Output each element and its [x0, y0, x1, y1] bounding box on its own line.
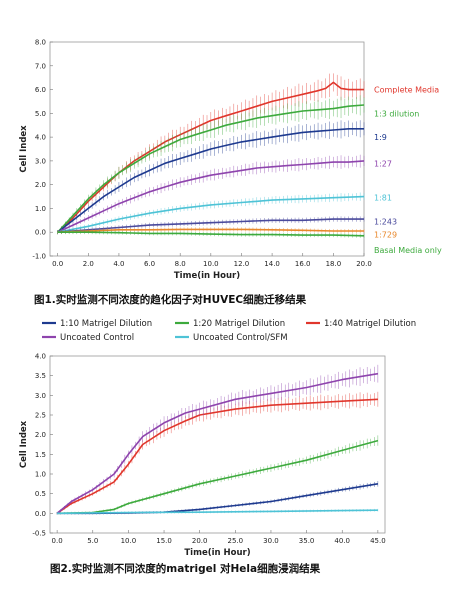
- series-line: [56, 398, 378, 514]
- y-axis-label: Cell Index: [19, 420, 29, 468]
- series-line: [57, 439, 379, 515]
- series-1: [57, 95, 365, 235]
- series-end-label: 1:243: [374, 218, 397, 227]
- y-tick-label: 0.5: [35, 490, 46, 498]
- series-end-label: 1:81: [374, 194, 392, 203]
- series-line: [57, 228, 364, 233]
- y-tick-label: 0.0: [35, 229, 46, 237]
- series-line: [57, 128, 364, 233]
- y-tick-label: 6.0: [35, 86, 46, 94]
- y-tick-label: 3.0: [35, 392, 46, 400]
- x-tick-label: 30.0: [263, 537, 279, 545]
- y-tick-label: 7.0: [35, 62, 46, 70]
- x-tick-label: 20.0: [356, 260, 372, 268]
- x-tick-label: 0.0: [52, 537, 63, 545]
- series-line: [56, 372, 379, 514]
- x-tick-label: 15.0: [156, 537, 172, 545]
- y-tick-label: 0.0: [35, 510, 46, 518]
- series-end-label: 1:3 dilution: [374, 109, 419, 118]
- series-4: [57, 192, 365, 235]
- x-tick-label: 25.0: [228, 537, 244, 545]
- legend-label: 1:10 Matrigel Dilution: [60, 319, 152, 329]
- y-tick-label: 3.5: [35, 372, 46, 380]
- x-tick-label: 12.0: [234, 260, 250, 268]
- x-tick-label: 14.0: [264, 260, 280, 268]
- x-axis-label: Time(in Hour): [174, 271, 240, 281]
- y-tick-label: 8.0: [35, 39, 46, 47]
- y-tick-label: 1.5: [35, 451, 46, 459]
- x-tick-label: 10.0: [203, 260, 219, 268]
- series-4: [56, 508, 379, 515]
- y-tick-label: -0.5: [32, 530, 46, 538]
- x-tick-label: 2.0: [83, 260, 94, 268]
- y-tick-label: -1.0: [32, 253, 46, 261]
- series-3: [56, 364, 379, 515]
- legend-label: 1:20 Matrigel Dilution: [193, 319, 285, 329]
- x-tick-label: 8.0: [175, 260, 186, 268]
- x-tick-label: 5.0: [87, 537, 98, 545]
- legend-item: 1:10 Matrigel Dilution: [42, 319, 152, 329]
- y-tick-label: 3.0: [35, 157, 46, 165]
- y-tick-label: 2.0: [35, 431, 46, 439]
- series-end-label: Basal Media only: [374, 246, 442, 255]
- series-7: [57, 230, 365, 238]
- x-tick-label: 40.0: [334, 537, 350, 545]
- legend-item: Uncoated Control: [42, 333, 134, 343]
- x-tick-label: 4.0: [113, 260, 124, 268]
- series-line: [57, 160, 365, 233]
- legend-label: 1:40 Matrigel Dilution: [324, 319, 416, 329]
- y-tick-label: 2.5: [35, 412, 46, 420]
- x-tick-label: 35.0: [299, 537, 315, 545]
- series-line: [57, 195, 365, 233]
- y-axis-label: Cell Index: [19, 125, 29, 173]
- series-2: [57, 120, 365, 235]
- y-tick-label: 1.0: [35, 205, 46, 213]
- series-line: [57, 509, 378, 515]
- series-end-label: 1:729: [374, 231, 397, 240]
- y-tick-label: 4.0: [35, 353, 46, 361]
- x-tick-label: 16.0: [295, 260, 311, 268]
- y-tick-label: 5.0: [35, 110, 46, 118]
- legend-label: Uncoated Control: [60, 333, 134, 343]
- x-tick-label: 10.0: [121, 537, 137, 545]
- series-end-label: 1:9: [374, 133, 387, 142]
- chart-1: -1.0 0.0 1.0 2.0 3.0 4.0 5.0 6.0 7.0 8.0 0.0 2.0 4.0…: [19, 39, 442, 282]
- x-tick-label: 18.0: [326, 260, 342, 268]
- chart-2-caption: 图2.实时监测不同浓度的matrigel 对Hela细胞浸润结果: [50, 562, 321, 575]
- x-axis-label: Time(in Hour): [184, 548, 250, 558]
- series-3: [57, 154, 365, 235]
- legend-label: Uncoated Control/SFM: [193, 333, 288, 343]
- y-tick-label: 2.0: [35, 181, 46, 189]
- x-tick-label: 6.0: [144, 260, 155, 268]
- y-tick-label: 4.0: [35, 134, 46, 142]
- legend-item: Uncoated Control/SFM: [175, 333, 288, 343]
- series-end-label: 1:27: [374, 159, 392, 168]
- series-line: [57, 104, 365, 233]
- series-line: [57, 218, 364, 233]
- y-tick-label: 1.0: [35, 471, 46, 479]
- chart-2-legend: 1:10 Matrigel Dilution 1:20 Matrigel Dilu…: [42, 319, 416, 343]
- legend-item: 1:20 Matrigel Dilution: [175, 319, 285, 329]
- plot-area-1: [49, 355, 386, 534]
- legend-item: 1:40 Matrigel Dilution: [306, 319, 416, 329]
- series-line: [57, 231, 365, 237]
- x-tick-label: 0.0: [52, 260, 63, 268]
- chart-2: -0.5 0.0 0.5 1.0 1.5 2.0 2.5 3.0 3.5 4.0 0.0 5.0 10.…: [19, 353, 386, 559]
- series-1: [56, 435, 379, 515]
- x-tick-label: 45.0: [370, 537, 386, 545]
- chart-1-caption: 图1.实时监测不同浓度的趋化因子对HUVEC细胞迁移结果: [34, 293, 307, 306]
- series-end-label: Complete Media: [374, 86, 439, 95]
- x-tick-label: 20.0: [192, 537, 208, 545]
